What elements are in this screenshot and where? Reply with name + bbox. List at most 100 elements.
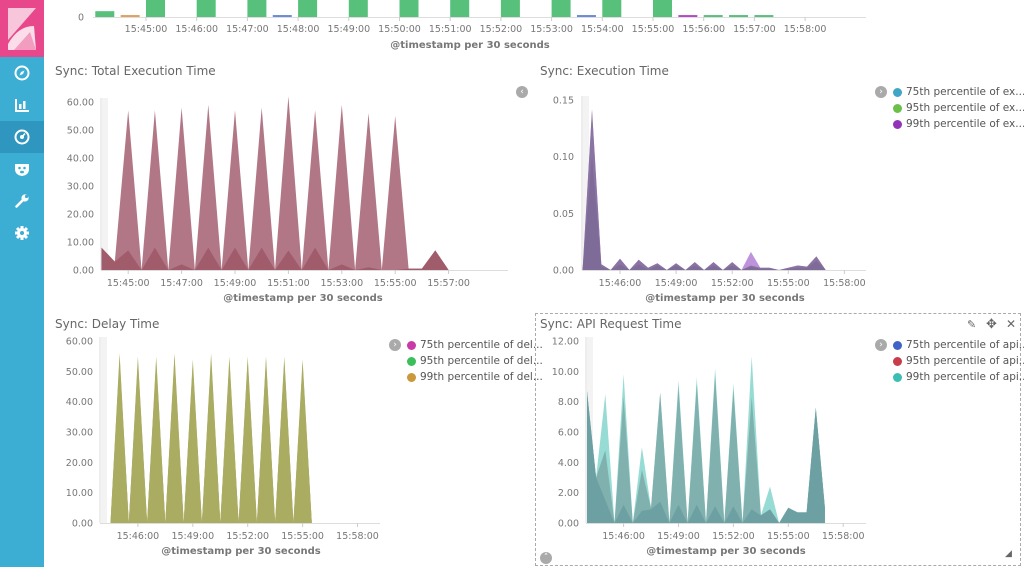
x-tick-label: 15:46:00 [602,531,645,542]
x-tick-label: 15:49:00 [657,531,700,542]
chart-exec: 0.00 0.05 0.10 0.15 15:46:00 15:49:00 15:52:00… [553,96,866,304]
legend-toggle-icon[interactable]: › [389,339,401,351]
legend-toggle-icon[interactable]: › [875,339,887,351]
brush-band [583,96,589,270]
legend-dot [893,372,902,382]
bar [729,15,749,17]
bar [551,0,571,17]
legend-dot [407,340,416,350]
panel-title-total-execution-time: Sync: Total Execution Time [55,64,216,78]
x-tick-label: 15:46:00 [599,278,642,289]
legend-dot [407,372,416,382]
sidebar-item-dashboard[interactable] [0,121,44,153]
collapse-panel-icon[interactable]: ˄ [540,552,552,564]
legend-dot [893,356,902,366]
legend-dot [893,119,902,129]
x-tick-label: 15:52:00 [711,278,754,289]
move-icon[interactable]: ✥ [986,317,997,332]
legend-label: 95th percentile of ex... [906,102,1024,114]
legend-label: 99th percentile of api... [906,371,1024,383]
legend-label: 95th percentile of del... [420,355,543,367]
legend-dot [893,87,902,97]
x-tick-label: 15:46:00 [117,531,160,542]
y-tick-label: 8.00 [558,397,579,408]
sidebar-item-discover[interactable] [0,57,44,89]
bar [146,0,165,17]
bar [653,0,672,17]
legend-label: 75th percentile of api... [906,339,1024,351]
area-series-75th [582,156,826,270]
y-tick-label: 50.00 [66,367,93,378]
legend-item[interactable]: 95th percentile of del... [407,353,543,369]
y-tick-label: 10.00 [552,367,579,378]
x-tick-label: 15:54:00 [581,24,624,35]
legend-api-request-time: 75th percentile of api... 95th percentil… [893,337,1024,385]
sidebar-item-timelion[interactable] [0,153,44,185]
legend-item[interactable]: 75th percentile of del... [407,337,543,353]
legend-item[interactable]: 75th percentile of ex... [893,84,1024,100]
legend-label: 75th percentile of ex... [906,86,1024,98]
y-tick-label: 10.00 [67,238,94,249]
area-series-95th [587,374,825,523]
bar-chart-icon [15,99,29,112]
area-series-75th [110,359,312,523]
x-tick-label: 15:49:00 [214,278,257,289]
kibana-logo-icon [8,8,36,50]
legend-toggle-left-icon[interactable]: ‹ [516,86,528,98]
x-tick-label: 15:52:00 [712,531,755,542]
legend-item[interactable]: 99th percentile of api... [893,369,1024,385]
panel-title-execution-time: Sync: Execution Time [540,64,669,78]
y-tick-label: 2.00 [558,488,579,499]
legend-label: 95th percentile of api... [906,355,1024,367]
panel-title-delay-time: Sync: Delay Time [55,317,160,331]
legend-toggle-icon[interactable]: › [875,86,887,98]
bar [450,0,470,17]
area-series-95th [582,111,826,270]
bar [272,15,292,17]
x-tick-label: 15:53:00 [530,24,573,35]
y-tick-label: 10.00 [66,488,93,499]
resize-handle-icon[interactable]: ◢ [1005,549,1012,559]
area-series [101,96,449,271]
bar [95,11,115,17]
sidebar-item-management[interactable] [0,217,44,249]
sidebar-item-visualize[interactable] [0,89,44,121]
close-icon[interactable]: ✕ [1006,317,1017,331]
x-tick-label: 15:49:00 [171,531,214,542]
x-tick-label: 15:57:00 [427,278,470,289]
x-axis-title: @timestamp per 30 seconds [645,293,805,304]
legend-item[interactable]: 95th percentile of api... [893,353,1024,369]
chart-delay: 0.00 10.00 20.00 30.00 40.00 50.00 60.00 15:46:… [66,337,380,557]
bar [576,15,596,17]
bar [602,0,622,17]
legend-label: 99th percentile of del... [420,371,543,383]
legend-item[interactable]: 99th percentile of ex... [893,116,1024,132]
x-tick-label: 15:55:00 [374,278,417,289]
x-axis-title: @timestamp per 30 seconds [223,293,383,304]
x-tick-label: 15:52:00 [226,531,269,542]
area-series [101,247,449,270]
x-tick-label: 15:51:00 [267,278,310,289]
y-tick-label: 0.15 [553,96,574,107]
y-tick-label: 30.00 [67,182,94,193]
edit-pencil-icon[interactable]: ✎ [967,318,977,331]
legend-dot [893,340,902,350]
x-tick-label: 15:58:00 [784,24,827,35]
x-tick-label: 15:47:00 [226,24,269,35]
legend-item[interactable]: 99th percentile of del... [407,369,543,385]
legend-delay-time: 75th percentile of del... 95th percentil… [407,337,543,385]
y-tick-label: 0.10 [553,152,574,163]
chart-top: 0 15:45:00 15:46:00 15:47:00 15:48:00 15:49:0… [78,0,866,51]
y-tick-label: 20.00 [67,210,94,221]
legend-item[interactable]: 95th percentile of ex... [893,100,1024,116]
x-tick-label: 15:52:00 [480,24,523,35]
y-tick-label: 0.05 [553,209,574,220]
sidebar-item-dev-tools[interactable] [0,185,44,217]
area-series-99th [582,109,826,270]
legend-item[interactable]: 75th percentile of api... [893,337,1024,353]
kibana-logo[interactable] [0,0,44,57]
area-series-99th [587,356,825,523]
y-tick-label: 60.00 [66,337,93,348]
y-tick-label: 60.00 [67,98,94,109]
